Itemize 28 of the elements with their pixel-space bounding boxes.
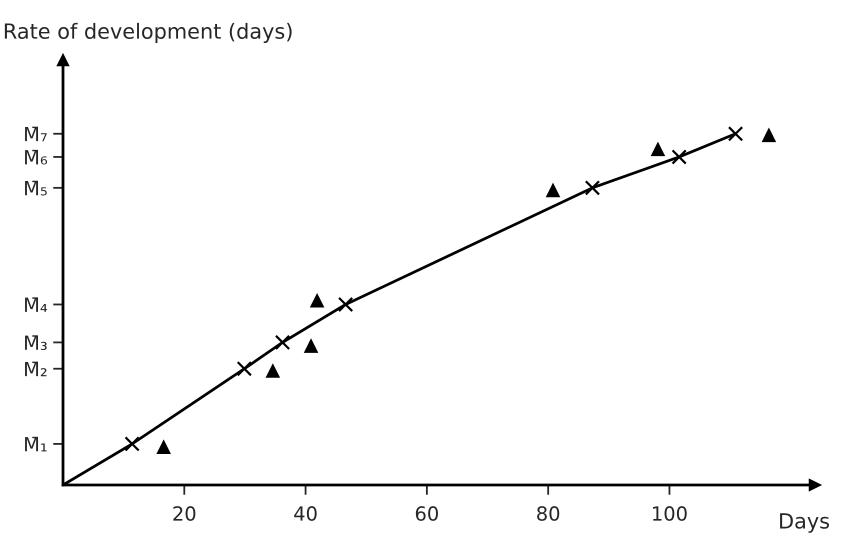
x-tick-label: 60 [416,506,438,521]
point [338,296,354,312]
text: M̄₁ [25,436,47,452]
point [762,128,776,142]
x-tick-label: 80 [537,506,560,521]
point [584,180,600,196]
point [650,142,666,156]
text: M̄₆ [25,150,48,165]
point [266,363,280,378]
x-tick-label: 20 [173,506,196,521]
point [546,182,560,198]
text: M̄₄ [25,297,48,312]
point [310,292,324,308]
point [304,338,318,353]
point [236,361,252,376]
x-tick-label: 100 [653,506,687,521]
point [156,439,171,454]
point [124,436,140,452]
x-tick-label: 40 [294,506,317,521]
point [671,149,687,165]
text: M̄₅ [25,180,47,196]
x-axis-title: Days [780,513,830,533]
text: M̄₃ [25,335,47,350]
point [728,126,744,142]
text: M̄₂ [25,362,46,376]
text: M̄₇ [25,126,47,142]
y-axis-title: Rate of development (days) [4,22,292,43]
point [274,334,290,350]
